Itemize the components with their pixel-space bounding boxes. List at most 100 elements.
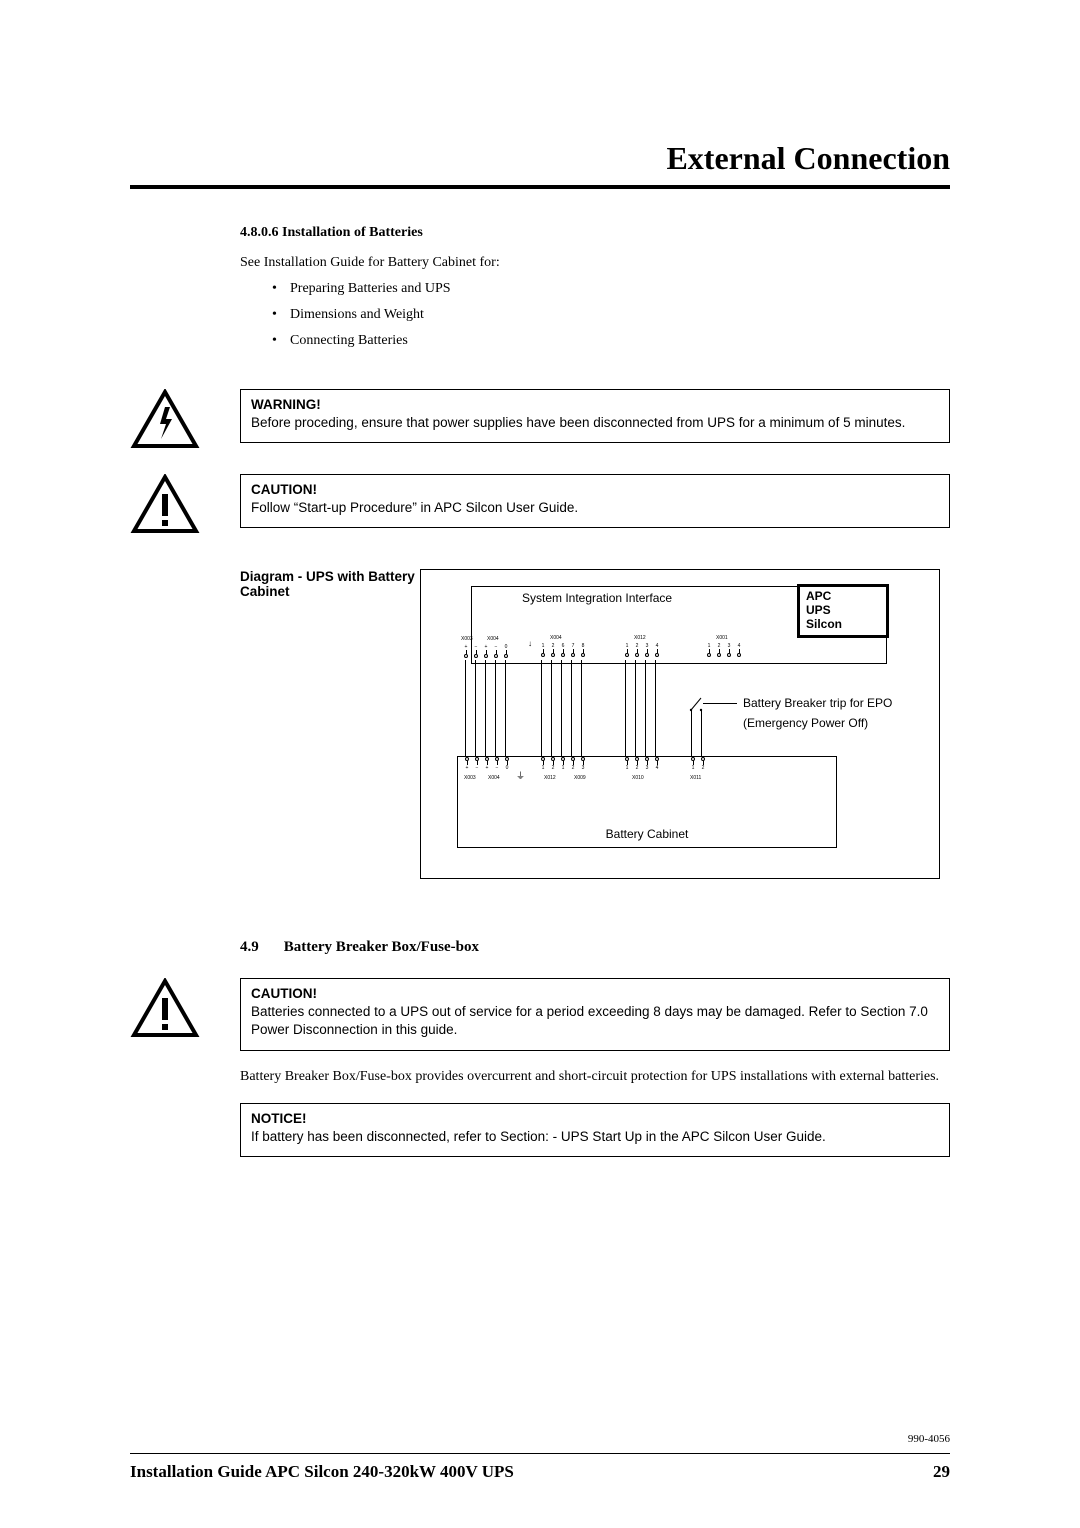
page-footer: 990-4056 Installation Guide APC Silcon 2… [130, 1433, 950, 1482]
caution1-row: CAUTION! Follow “Start-up Procedure” in … [130, 474, 950, 541]
apc-box: APC UPS Silcon [797, 584, 889, 638]
diagram-section: Diagram - UPS with Battery Cabinet Syste… [240, 569, 950, 956]
caution2-box: CAUTION! Batteries connected to a UPS ou… [240, 978, 950, 1051]
switch-icon [687, 696, 717, 712]
wire [551, 660, 552, 756]
list-item: Preparing Batteries and UPS [290, 281, 950, 297]
wire [465, 660, 466, 756]
diagram-label: Diagram - UPS with Battery Cabinet [240, 569, 420, 879]
terminal: 2 [548, 757, 558, 771]
annotation-epo-1: Battery Breaker trip for EPO [743, 696, 892, 710]
wire [701, 710, 702, 756]
diagram-box: System Integration Interface APC UPS Sil… [420, 569, 940, 879]
terminal: − [472, 757, 482, 771]
section-4806-heading: 4.8.0.6 Installation of Batteries [240, 225, 950, 241]
term-group-label: X003 [464, 775, 476, 781]
wire [703, 703, 737, 704]
terminal: 1 [538, 643, 548, 657]
wire [645, 660, 646, 756]
warning-text: Before proceding, ensure that power supp… [251, 415, 905, 430]
notice-box: NOTICE! If battery has been disconnected… [240, 1103, 950, 1157]
terminal: 3 [724, 643, 734, 657]
sii-box: System Integration Interface APC UPS Sil… [471, 586, 887, 664]
terminal: 8 [578, 643, 588, 657]
term-group-label: X003 [461, 636, 473, 642]
term-row: 1 2 3 4 [622, 757, 662, 771]
page-number: 29 [933, 1462, 950, 1482]
list-item: Connecting Batteries [290, 333, 950, 349]
terminal: 4 [734, 643, 744, 657]
warning-label: WARNING! [251, 397, 321, 412]
terminal: + [462, 757, 472, 771]
terminal: 2 [632, 643, 642, 657]
terminal: − [491, 644, 501, 658]
caution-icon-col [130, 978, 240, 1045]
footer-rule: Installation Guide APC Silcon 240-320kW … [130, 1453, 950, 1482]
terminal: 3 [642, 757, 652, 771]
terminal: 4 [652, 757, 662, 771]
terminal: 1 [622, 643, 632, 657]
wire [581, 660, 582, 756]
wire [655, 660, 656, 756]
caution1-label: CAUTION! [251, 482, 317, 497]
diagram-row: Diagram - UPS with Battery Cabinet Syste… [240, 569, 950, 879]
wire [475, 660, 476, 756]
notice-label: NOTICE! [251, 1111, 307, 1126]
caution1-text: Follow “Start-up Procedure” in APC Silco… [251, 500, 578, 515]
caution-exclamation-icon [130, 474, 200, 536]
notice-text: If battery has been disconnected, refer … [251, 1129, 826, 1144]
terminal: 2 [568, 757, 578, 771]
wire [561, 660, 562, 756]
wire [691, 710, 692, 756]
terminal: 2 [632, 757, 642, 771]
terminal: 3 [642, 643, 652, 657]
terminal: + [461, 644, 471, 658]
terminal: + [481, 644, 491, 658]
wire [495, 660, 496, 756]
wire [571, 660, 572, 756]
terminal: 4 [652, 643, 662, 657]
terminal: 2 [698, 757, 708, 771]
list-item: Dimensions and Weight [290, 307, 950, 323]
section-49-title: Battery Breaker Box/Fuse-box [284, 939, 479, 955]
term-row: + − + − 0 [462, 757, 512, 771]
terminal: 2 [548, 643, 558, 657]
annotation-epo-2: (Emergency Power Off) [743, 716, 868, 730]
terminal: + [482, 757, 492, 771]
arrow-down-icon: ↓ [528, 639, 532, 648]
warning-box: WARNING! Before proceding, ensure that p… [240, 389, 950, 443]
section-49-num: 4.9 [240, 939, 280, 956]
terminal: − [492, 757, 502, 771]
wire [485, 660, 486, 756]
footer-title: Installation Guide APC Silcon 240-320kW … [130, 1462, 514, 1482]
terminal: 1 [704, 643, 714, 657]
term-row: 1 2 1 2 3 [538, 757, 588, 771]
terminal: 0 [502, 757, 512, 771]
term-group-label: X012 [544, 775, 556, 781]
section-4806-intro: See Installation Guide for Battery Cabin… [240, 255, 950, 271]
terminal: 3 [578, 757, 588, 771]
terminal: 1 [622, 757, 632, 771]
term-group-label: X011 [690, 775, 701, 781]
term-group-label: X001 [716, 635, 728, 641]
term-row: + − + − 0 [461, 644, 511, 658]
caution-icon-col [130, 474, 240, 541]
term-group-label: X012 [634, 635, 646, 641]
battery-cabinet-box: Battery Cabinet + − + − 0 X003 X004 ⏚ 1 … [457, 756, 837, 848]
terminal: 1 [688, 757, 698, 771]
term-group-label: X004 [488, 775, 500, 781]
caution1-box: CAUTION! Follow “Start-up Procedure” in … [240, 474, 950, 528]
wire [505, 660, 506, 756]
para-49-wrap: Battery Breaker Box/Fuse-box provides ov… [240, 1069, 950, 1157]
apc-line3: Silcon [806, 617, 842, 631]
wire [625, 660, 626, 756]
warning-icon-col [130, 389, 240, 456]
terminal: 6 [558, 643, 568, 657]
terminal: 7 [568, 643, 578, 657]
term-group-label: X004 [550, 635, 562, 641]
terminal: 2 [714, 643, 724, 657]
term-row: 1 2 6 7 8 [538, 643, 588, 657]
term-row: 1 2 3 4 [704, 643, 744, 657]
bullet-list: Preparing Batteries and UPS Dimensions a… [240, 281, 950, 349]
caution2-text: Batteries connected to a UPS out of serv… [251, 1004, 928, 1037]
